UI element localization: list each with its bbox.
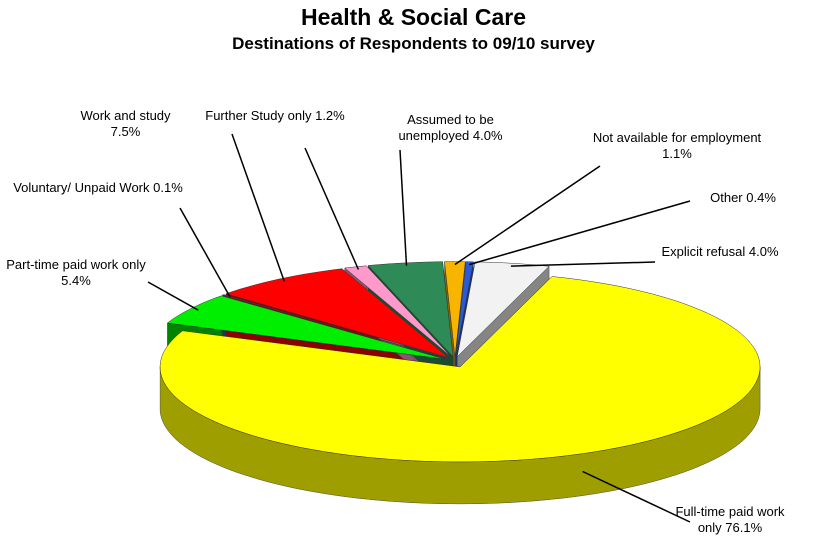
label-name: Full-time paid work only	[675, 504, 785, 535]
slice-label: Not available for employment 1.1%	[592, 130, 762, 162]
label-name: Explicit refusal	[661, 244, 746, 259]
label-name: Part-time paid work only	[6, 257, 146, 272]
leader-line	[468, 200, 691, 266]
label-value: 0.4%	[746, 190, 776, 205]
slice	[444, 261, 466, 357]
chart-subtitle: Destinations of Respondents to 09/10 sur…	[232, 34, 595, 53]
slice-label: Assumed to be unemployed 4.0%	[383, 112, 518, 144]
label-name: Further Study only	[205, 108, 312, 123]
slice	[344, 265, 452, 358]
slice	[166, 295, 445, 360]
label-name: Work and study	[80, 108, 171, 123]
leader-line	[147, 281, 199, 311]
leader-line	[510, 261, 656, 267]
leader-line	[582, 470, 691, 523]
leader-line	[399, 149, 408, 266]
slice	[225, 268, 449, 358]
slice-label: Part-time paid work only 5.4%	[6, 257, 146, 289]
slice	[221, 294, 447, 359]
label-name: Other	[710, 190, 743, 205]
slice-label: Other 0.4%	[688, 190, 798, 206]
slice-label: Work and study 7.5%	[68, 108, 183, 140]
slice-label: Full-time paid work only 76.1%	[665, 504, 795, 536]
leader-line	[304, 147, 360, 270]
pie-tops	[159, 261, 761, 463]
slice	[455, 261, 474, 357]
label-value: 0.1%	[153, 180, 183, 195]
label-value: 4.0%	[748, 244, 779, 259]
label-name: Assumed to be unemployed	[398, 112, 494, 143]
slice-label: Further Study only 1.2%	[190, 108, 360, 124]
label-value: 7.5%	[110, 124, 141, 139]
label-value: 76.1%	[725, 520, 763, 535]
label-value: 4.0%	[472, 128, 503, 143]
leader-line	[179, 207, 231, 298]
slice-label: Explicit refusal 4.0%	[650, 244, 790, 260]
leader-line	[454, 165, 601, 266]
label-value: 1.1%	[662, 146, 692, 161]
label-name: Voluntary/ Unpaid Work	[13, 180, 150, 195]
label-value: 5.4%	[61, 273, 91, 288]
slice-label: Voluntary/ Unpaid Work 0.1%	[8, 180, 188, 196]
label-value: 1.2%	[315, 108, 345, 123]
label-name: Not available for employment	[592, 130, 762, 145]
slice	[367, 261, 454, 358]
chart-title: Health & Social Care	[301, 4, 526, 30]
slice	[159, 276, 761, 463]
leader-line	[231, 133, 286, 282]
